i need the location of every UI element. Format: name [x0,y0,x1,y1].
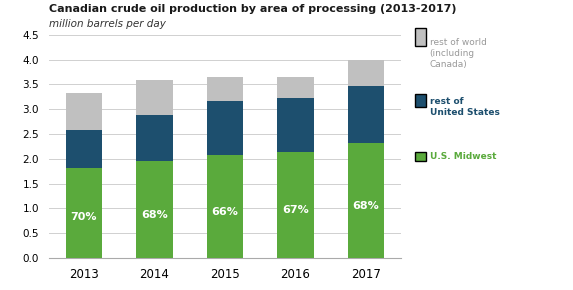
Text: 70%: 70% [70,213,97,222]
Text: million barrels per day: million barrels per day [49,19,166,29]
Text: 67%: 67% [282,205,309,215]
Bar [66,168,102,258]
Bar [66,130,102,168]
Bar [277,77,313,98]
Bar [136,115,172,161]
Text: 68%: 68% [352,201,379,211]
Text: U.S. Midwest: U.S. Midwest [430,152,496,161]
Bar [277,152,313,258]
Text: 68%: 68% [141,210,168,220]
Text: 66%: 66% [211,207,238,217]
Bar [348,143,384,258]
Bar [348,60,384,86]
Text: rest of
United States: rest of United States [430,97,500,117]
Bar [348,86,384,143]
Bar [136,80,172,115]
Text: rest of world
(including
Canada): rest of world (including Canada) [430,38,486,69]
Bar [207,77,243,101]
Bar [66,93,102,130]
Bar [207,101,243,155]
Text: Canadian crude oil production by area of processing (2013-2017): Canadian crude oil production by area of… [49,4,456,14]
Bar [136,161,172,258]
Bar [277,98,313,152]
Bar [207,155,243,258]
